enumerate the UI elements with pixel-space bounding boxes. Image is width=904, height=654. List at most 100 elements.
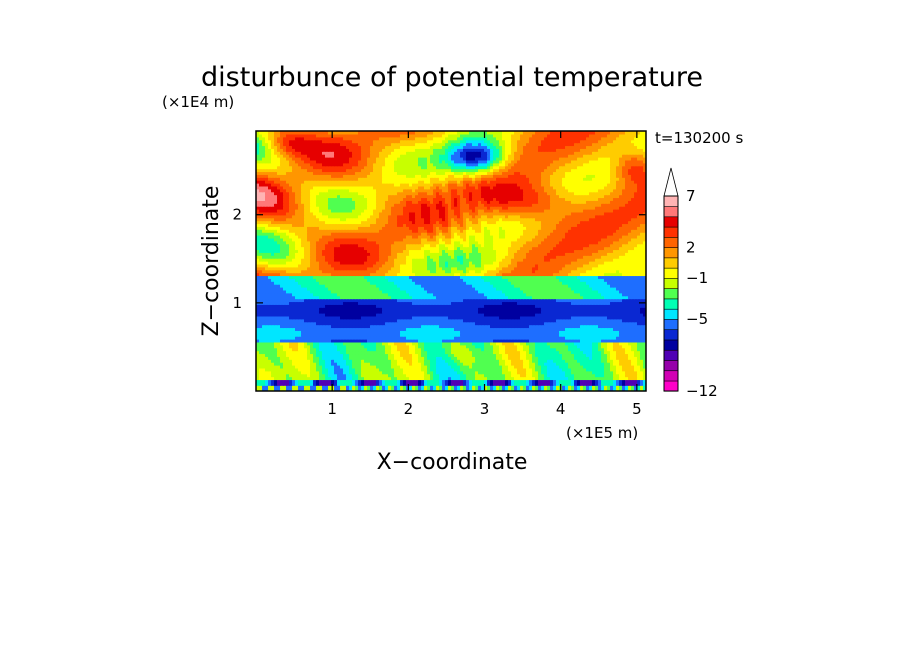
heatmap-cell	[598, 313, 602, 317]
heatmap-cell	[352, 336, 356, 340]
heatmap-cell	[319, 278, 323, 282]
heatmap-cell	[463, 313, 467, 317]
heatmap-cell	[622, 350, 626, 355]
heatmap-cell	[502, 347, 506, 352]
heatmap-cell	[280, 321, 284, 326]
heatmap-cell	[562, 370, 566, 375]
heatmap-cell	[337, 287, 341, 291]
heatmap-cell	[562, 367, 566, 372]
heatmap-cell	[319, 365, 323, 369]
heatmap-cell	[268, 292, 272, 297]
heatmap-cell	[355, 379, 359, 383]
heatmap-cell	[493, 359, 497, 363]
heatmap-cell	[256, 359, 260, 363]
heatmap-cell	[298, 321, 302, 326]
heatmap-cell	[334, 289, 338, 294]
heatmap-cell	[490, 336, 494, 340]
heatmap-cell	[298, 313, 302, 317]
heatmap-cell	[310, 295, 314, 300]
heatmap-cell	[541, 327, 545, 331]
heatmap-cell	[568, 318, 572, 323]
heatmap-cell	[262, 356, 266, 360]
heatmap-cell	[394, 284, 398, 288]
heatmap-cell	[496, 287, 500, 291]
heatmap-cell	[604, 353, 608, 357]
heatmap-cell	[622, 339, 626, 343]
heatmap-cell	[355, 359, 359, 363]
heatmap-cell	[397, 327, 401, 331]
heatmap-cell	[310, 315, 314, 320]
heatmap-cell	[622, 313, 626, 317]
heatmap-cell	[478, 307, 482, 311]
heatmap-cell	[595, 301, 599, 305]
heatmap-cell	[439, 367, 443, 372]
heatmap-cell	[475, 373, 479, 378]
heatmap-cell	[298, 350, 302, 355]
heatmap-cell	[382, 341, 386, 346]
heatmap-cell	[256, 278, 260, 282]
heatmap-cell	[550, 321, 554, 326]
heatmap-cell	[277, 327, 281, 331]
heatmap-cell	[367, 341, 371, 346]
heatmap-cell	[310, 362, 314, 366]
heatmap-cell	[487, 347, 491, 352]
heatmap-cell	[445, 333, 449, 337]
heatmap-cell	[271, 281, 275, 285]
heatmap-cell	[382, 330, 386, 334]
heatmap-cell	[463, 376, 467, 381]
heatmap-cell	[262, 330, 266, 334]
heatmap-cell	[307, 376, 311, 381]
heatmap-cell	[541, 298, 545, 303]
heatmap-cell	[484, 362, 488, 366]
heatmap-cell	[295, 313, 299, 317]
heatmap-cell	[301, 344, 305, 349]
heatmap-cell	[268, 341, 272, 346]
heatmap-cell	[526, 330, 530, 334]
heatmap-cell	[565, 379, 569, 383]
heatmap-cell	[352, 327, 356, 331]
heatmap-cell	[259, 318, 263, 323]
heatmap-cell	[496, 341, 500, 346]
heatmap-cell	[517, 315, 521, 320]
heatmap-cell	[532, 327, 536, 331]
heatmap-cell	[382, 298, 386, 303]
heatmap-cell	[421, 310, 425, 314]
heatmap-cell	[403, 301, 407, 305]
heatmap-cell	[520, 373, 524, 378]
heatmap-cell	[496, 327, 500, 331]
heatmap-cell	[274, 379, 278, 383]
heatmap-cell	[373, 382, 377, 386]
heatmap-cell	[298, 318, 302, 323]
heatmap-cell	[322, 301, 326, 305]
heatmap-cell	[301, 318, 305, 323]
heatmap-cell	[400, 367, 404, 372]
heatmap-cell	[472, 324, 476, 329]
heatmap-cell	[634, 376, 638, 381]
heatmap-cell	[358, 353, 362, 357]
heatmap-cell	[370, 382, 374, 386]
heatmap-cell	[463, 281, 467, 285]
heatmap-cell	[343, 295, 347, 300]
heatmap-cell	[418, 287, 422, 291]
heatmap-cell	[526, 341, 530, 346]
heatmap-cell	[547, 327, 551, 331]
heatmap-cell	[364, 289, 368, 294]
heatmap-cell	[484, 324, 488, 329]
heatmap-cell	[472, 310, 476, 314]
heatmap-cell	[367, 367, 371, 372]
heatmap-cell	[385, 295, 389, 300]
heatmap-cell	[463, 385, 467, 389]
heatmap-cell	[286, 330, 290, 334]
heatmap-cell	[358, 347, 362, 352]
heatmap-cell	[370, 318, 374, 323]
heatmap-cell	[619, 315, 623, 320]
heatmap-cell	[502, 307, 506, 311]
heatmap-cell	[262, 310, 266, 314]
heatmap-cell	[298, 278, 302, 282]
heatmap-cell	[634, 388, 638, 391]
heatmap-cell	[538, 295, 542, 300]
heatmap-cell	[445, 301, 449, 305]
heatmap-cell	[547, 310, 551, 314]
heatmap-cell	[523, 292, 527, 297]
heatmap-cell	[277, 313, 281, 317]
